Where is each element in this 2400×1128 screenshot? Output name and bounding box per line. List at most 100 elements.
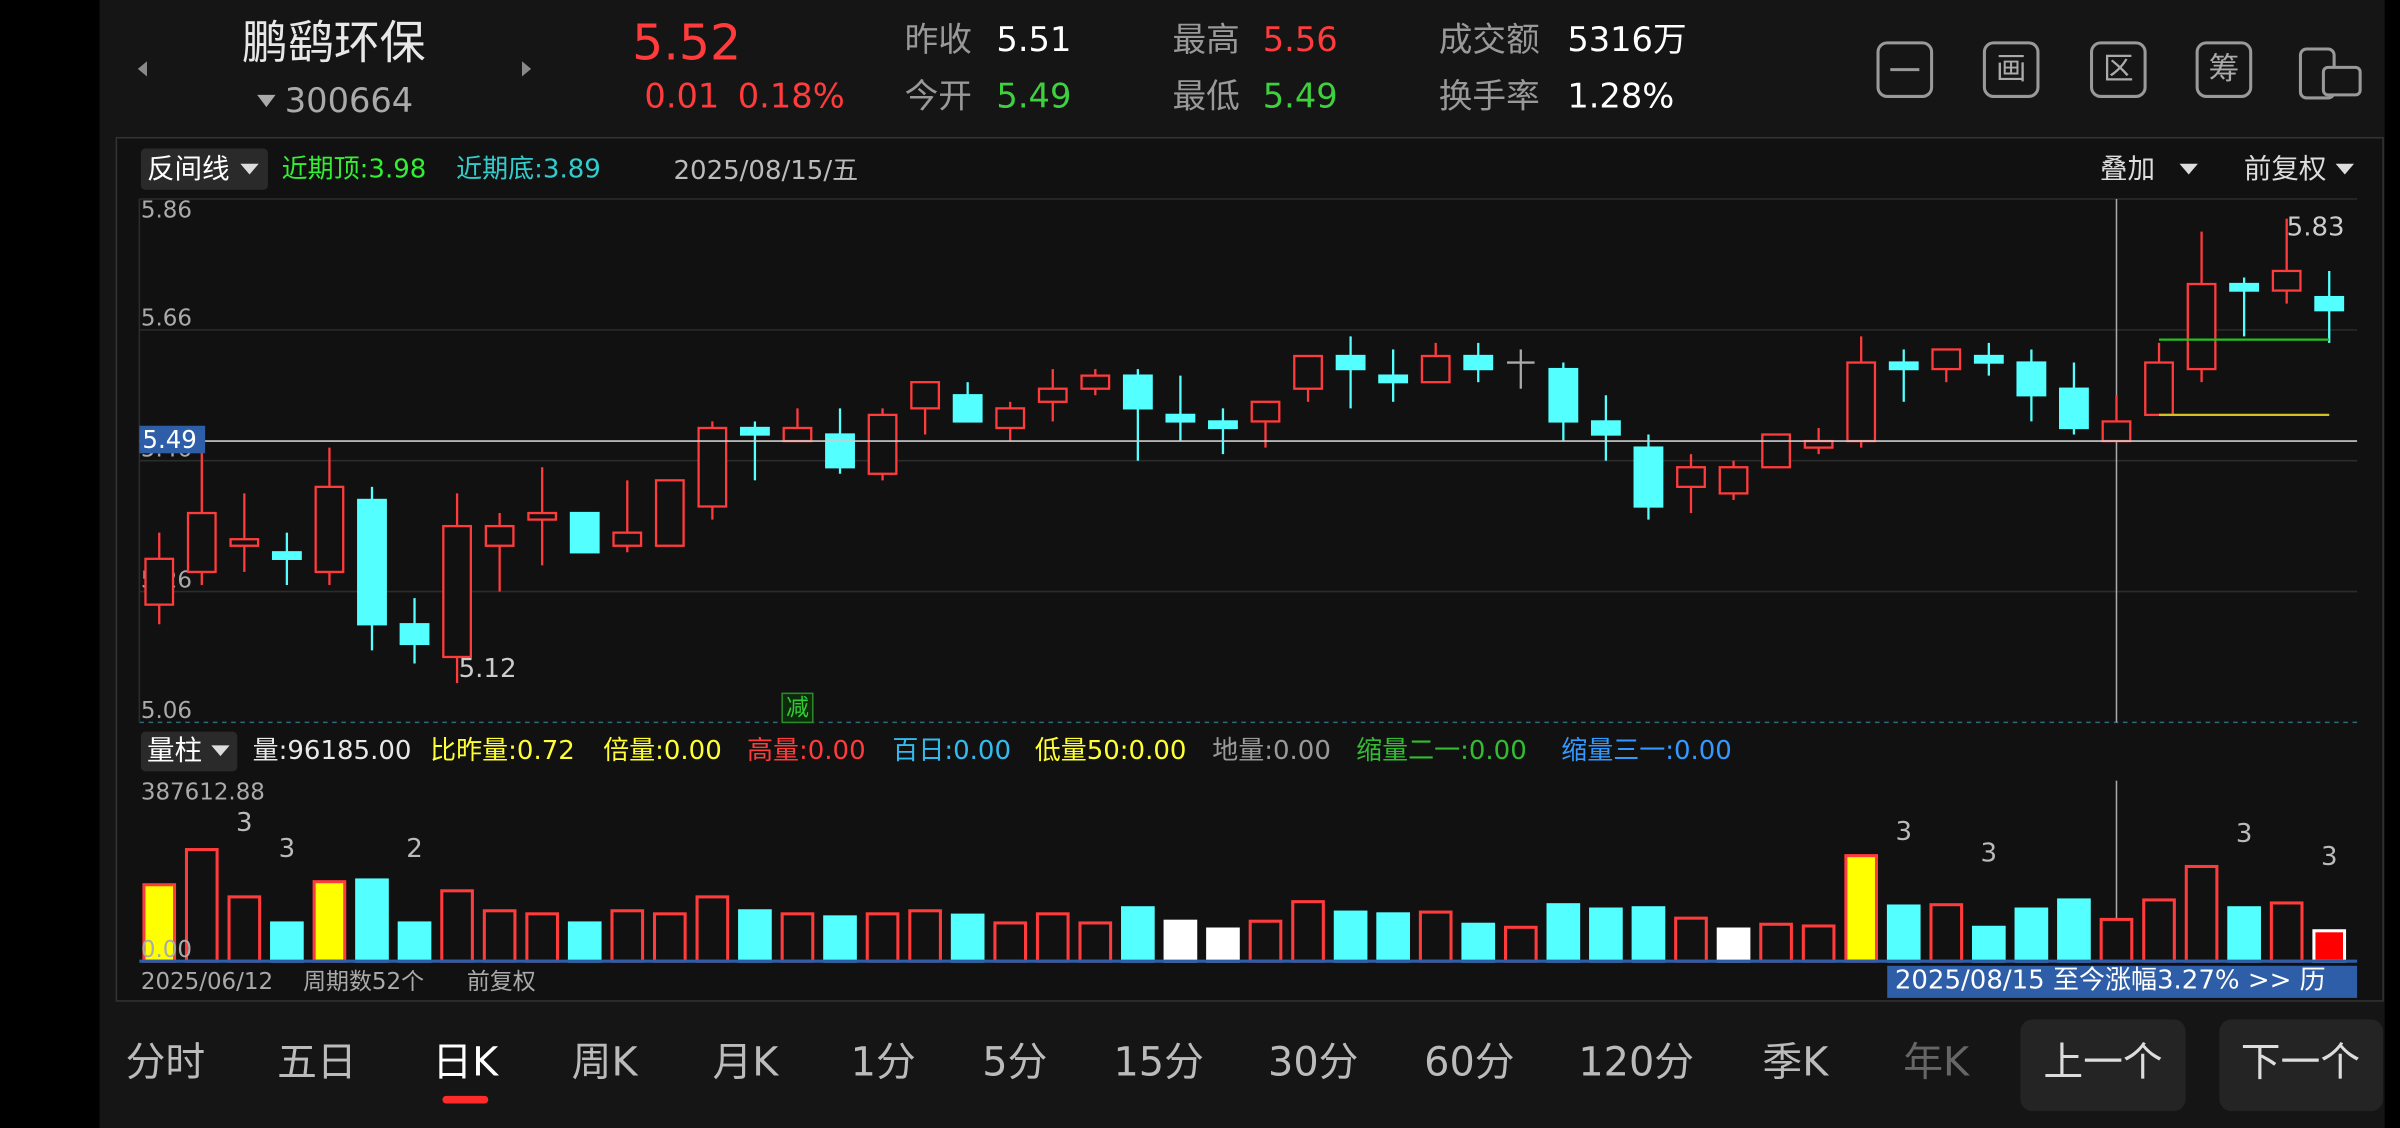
candle-body — [1335, 354, 1366, 371]
candle-body — [1590, 420, 1621, 436]
volume-select[interactable] — [140, 731, 238, 772]
icon-box[interactable] — [2195, 41, 2253, 98]
y-tick-label: 5.06 — [141, 698, 192, 724]
overlay-menu[interactable]: 叠加 — [2100, 153, 2155, 185]
period-tab[interactable]: 五日 — [277, 1040, 357, 1086]
code-dropdown[interactable] — [257, 94, 276, 108]
period-tab[interactable]: 年K — [1903, 1040, 1970, 1086]
stat-value: 5.51 — [996, 20, 1071, 59]
period-tab[interactable]: 1分 — [851, 1040, 916, 1086]
volume-mark: 3 — [236, 808, 253, 838]
volume-bar — [184, 848, 219, 963]
stat-label: 昨收 — [905, 20, 972, 59]
candle-body — [782, 426, 813, 443]
next-button-label[interactable]: 下一个 — [2241, 1040, 2360, 1086]
icon-label[interactable]: 筹 — [2209, 52, 2240, 87]
volume-bar — [1418, 910, 1453, 963]
icon-minus[interactable] — [1876, 41, 1934, 98]
volume-tick-label: 0.00 — [141, 937, 192, 963]
caret — [240, 163, 259, 175]
range-text[interactable]: 2025/08/15 至今涨幅3.27% >> 历 — [1895, 966, 2326, 996]
volume-bar — [1716, 927, 1751, 963]
period-tab[interactable]: 月K — [712, 1040, 779, 1086]
candle-body — [229, 538, 260, 547]
prev-button-label[interactable]: 上一个 — [2043, 1040, 2162, 1086]
candle-body — [186, 511, 217, 574]
period-tab[interactable]: 周K — [572, 1040, 639, 1086]
candle-body — [2144, 361, 2174, 417]
candle-body — [1122, 374, 1153, 410]
candle-body — [2101, 420, 2132, 443]
volume-indicator: 低量50:0.00 — [1035, 736, 1187, 766]
stat-value: 5.49 — [1263, 76, 1338, 115]
candle-body — [1846, 361, 1877, 443]
indicator-name[interactable]: 反间线 — [147, 153, 230, 185]
volume-bar — [355, 878, 389, 963]
volume-bar — [780, 912, 815, 963]
volume-bar — [397, 921, 432, 963]
candle-body — [995, 407, 1026, 430]
icon-label[interactable]: 区 — [2103, 52, 2134, 87]
volume-bar — [823, 915, 857, 963]
next-stock[interactable] — [521, 61, 532, 77]
period-tab[interactable]: 分时 — [126, 1040, 206, 1086]
active-tab-underline — [442, 1095, 489, 1104]
volume-indicator: 缩量二一:0.00 — [1356, 736, 1527, 766]
adjust-menu[interactable]: 前复权 — [2244, 153, 2327, 185]
indicator-select[interactable] — [140, 148, 268, 190]
volume-bar — [1163, 919, 1198, 963]
range-banner[interactable] — [1887, 965, 2358, 998]
candle-body — [1676, 466, 1706, 489]
candle-body — [1037, 387, 1068, 403]
stat-label: 成交额 — [1439, 20, 1540, 59]
volume-bar — [567, 921, 602, 963]
volume-bar — [1248, 919, 1283, 963]
period-tab[interactable]: 30分 — [1268, 1040, 1358, 1086]
prev-button[interactable] — [2020, 1019, 2186, 1112]
volume-bar — [1333, 910, 1368, 963]
period-tab[interactable]: 季K — [1762, 1040, 1829, 1086]
volume-bar — [1546, 903, 1581, 963]
candle-body — [1208, 420, 1238, 430]
volume-bar — [2014, 907, 2049, 963]
volume-bar — [440, 889, 474, 963]
stat-value: 1.28% — [1567, 76, 1674, 115]
period-tab[interactable]: 15分 — [1113, 1040, 1203, 1086]
volume-select-label[interactable]: 量柱 — [147, 734, 202, 766]
period-tab[interactable]: 120分 — [1578, 1040, 1694, 1086]
candle-body — [1463, 354, 1494, 371]
stat-label: 今开 — [905, 76, 972, 115]
candle-body — [952, 394, 983, 423]
volume-bar — [1759, 922, 1793, 963]
recent-top: 近期顶:3.98 — [282, 154, 427, 184]
volume-bar — [1886, 904, 1921, 963]
price-change-pct: 0.18% — [738, 76, 845, 115]
volume-indicator: 倍量:0.00 — [603, 736, 722, 766]
next-button[interactable] — [2219, 1019, 2384, 1112]
candle-body — [1378, 374, 1409, 384]
prev-stock[interactable] — [137, 61, 147, 77]
volume-bar — [2057, 898, 2091, 963]
icon-phone[interactable] — [2298, 47, 2362, 100]
period-tab[interactable]: 60分 — [1424, 1040, 1514, 1086]
candle-body — [1080, 374, 1111, 390]
volume-bar — [1589, 907, 1623, 963]
candle-body — [1633, 446, 1664, 508]
candle-body — [1803, 439, 1834, 449]
volume-mark: 3 — [279, 834, 296, 864]
icon-box[interactable] — [2090, 41, 2147, 98]
icon-box[interactable] — [1982, 41, 2040, 98]
icon-label[interactable]: 画 — [1996, 52, 2027, 87]
y-tick-label: 5.86 — [141, 198, 192, 224]
volume-bar — [1376, 912, 1410, 963]
volume-bar — [2227, 906, 2261, 963]
period-tab[interactable]: 5分 — [982, 1040, 1047, 1086]
candle-body — [442, 524, 473, 659]
signal: 减 — [786, 695, 809, 721]
footer-adjust: 前复权 — [467, 969, 536, 995]
candle-body — [569, 511, 600, 554]
candle-body — [654, 479, 685, 547]
candle-body — [2271, 269, 2302, 292]
period-tab[interactable]: 日K — [432, 1040, 499, 1086]
